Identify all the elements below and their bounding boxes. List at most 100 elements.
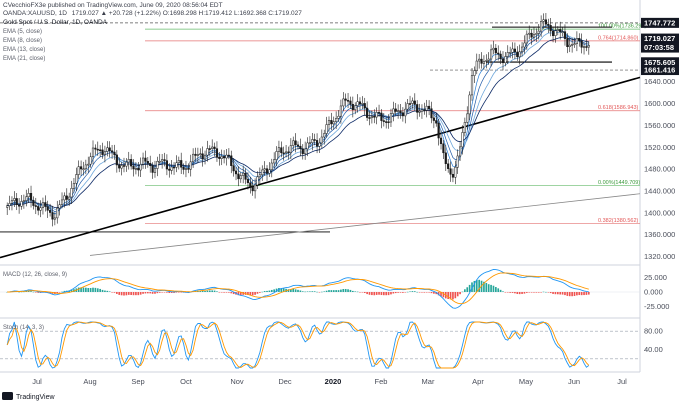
macd-histogram-bar	[125, 292, 128, 296]
candle-body	[542, 19, 545, 22]
price-tick-label: 1560.000	[644, 121, 675, 130]
macd-histogram-bar	[89, 288, 92, 292]
candle-body	[289, 145, 292, 153]
candle-body	[530, 32, 533, 38]
candle-body	[327, 120, 331, 125]
candle-body	[284, 151, 288, 154]
macd-histogram-bar	[423, 292, 426, 293]
candle-body	[206, 148, 209, 156]
candle-body	[475, 60, 478, 71]
macd-histogram-bar	[492, 285, 495, 292]
time-tick-label: Nov	[230, 377, 244, 386]
candle-body	[428, 105, 431, 109]
candle-body	[96, 148, 99, 151]
macd-histogram-bar	[199, 290, 202, 292]
time-tick-label: Aug	[83, 377, 96, 386]
time-tick-label: Jul	[32, 377, 42, 386]
macd-histogram-bar	[499, 289, 502, 292]
macd-histogram-bar	[251, 292, 254, 296]
time-tick-label: 2020	[325, 377, 342, 386]
macd-histogram-bar	[568, 292, 571, 297]
macd-histogram-bar	[99, 288, 101, 292]
macd-histogram-bar	[387, 292, 390, 296]
symbol-line: OANDA:XAUUSD, 1D 1719.027 ▲ +20.728 (+1.…	[3, 10, 302, 17]
macd-histogram-bar	[495, 287, 497, 292]
macd-histogram-bar	[6, 292, 9, 293]
macd-histogram-bar	[96, 288, 99, 292]
candle-body	[172, 166, 176, 169]
candle-body	[277, 147, 281, 152]
candle-body	[497, 52, 500, 55]
candle-body	[153, 168, 157, 173]
candle-body	[230, 155, 233, 166]
macd-histogram-bar	[447, 292, 450, 300]
candle-body	[60, 199, 64, 205]
price-tick-label: 1640.000	[644, 77, 675, 86]
macd-histogram-bar	[156, 292, 159, 294]
macd-histogram-bar	[325, 290, 328, 292]
macd-signal-line	[7, 272, 589, 305]
macd-histogram-bar	[440, 292, 442, 297]
candle-body	[463, 122, 466, 133]
macd-histogram-bar	[30, 291, 32, 292]
candle-body	[518, 51, 521, 58]
macd-histogram-bar	[270, 289, 273, 292]
macd-histogram-bar	[239, 292, 242, 296]
indicator-ema5[interactable]: EMA (5, close)	[3, 29, 42, 35]
indicator-ema21[interactable]: EMA (21, close)	[3, 56, 45, 62]
indicator-ema13[interactable]: EMA (13, close)	[3, 47, 45, 53]
macd-histogram-bar	[583, 292, 585, 296]
macd-histogram-bar	[354, 291, 357, 292]
macd-histogram-bar	[127, 292, 130, 295]
candle-body	[473, 70, 476, 76]
candle-body	[113, 151, 116, 156]
candle-body	[435, 120, 438, 124]
candles	[6, 12, 590, 227]
macd-histogram-bar	[142, 292, 144, 294]
macd-histogram-bar	[413, 291, 416, 292]
macd-histogram-bar	[328, 290, 330, 292]
macd-histogram-bar	[418, 292, 421, 293]
candle-body	[80, 166, 83, 170]
macd-histogram-bar	[330, 290, 333, 292]
candle-body	[263, 168, 266, 171]
macd-histogram-bar	[149, 292, 152, 294]
candle-body	[537, 30, 540, 34]
candle-body	[466, 113, 469, 123]
macd-histogram-bar	[449, 292, 452, 300]
macd-histogram-bar	[402, 292, 404, 293]
macd-histogram-bar	[428, 292, 430, 293]
macd-histogram-bar	[101, 289, 104, 292]
time-tick-label: Mar	[422, 377, 435, 386]
macd-histogram-bar	[299, 290, 302, 292]
candle-body	[454, 166, 457, 178]
macd-histogram-bar	[259, 292, 261, 293]
macd-histogram-bar	[158, 292, 161, 293]
indicator-ema8[interactable]: EMA (8, close)	[3, 38, 42, 44]
macd-histogram-bar	[311, 291, 314, 292]
macd-histogram-bar	[347, 289, 349, 292]
macd-title[interactable]: MACD (12, 26, close, 9)	[3, 272, 67, 278]
candle-body	[20, 201, 23, 207]
macd-histogram-bar	[108, 291, 111, 292]
price-tick-label: 1360.000	[644, 230, 675, 239]
candle-body	[163, 159, 166, 161]
candle-body	[406, 103, 409, 110]
macd-histogram-bar	[232, 292, 235, 295]
price-label-text: 1719.027	[644, 34, 675, 43]
candle-body	[101, 149, 104, 155]
macd-histogram-bar	[409, 291, 411, 292]
candle-body	[211, 146, 214, 149]
macd-histogram-bar	[506, 292, 509, 293]
candle-body	[84, 164, 87, 170]
macd-histogram-bar	[390, 292, 392, 295]
macd-histogram-bar	[518, 292, 521, 295]
candle-body	[256, 176, 259, 186]
macd-histogram-bar	[175, 292, 178, 293]
candle-body	[58, 204, 61, 209]
macd-histogram-bar	[478, 279, 480, 292]
candle-body	[480, 58, 483, 64]
macd-histogram-bar	[263, 291, 266, 292]
stoch-title[interactable]: Stoch (14, 3, 3)	[3, 325, 44, 331]
